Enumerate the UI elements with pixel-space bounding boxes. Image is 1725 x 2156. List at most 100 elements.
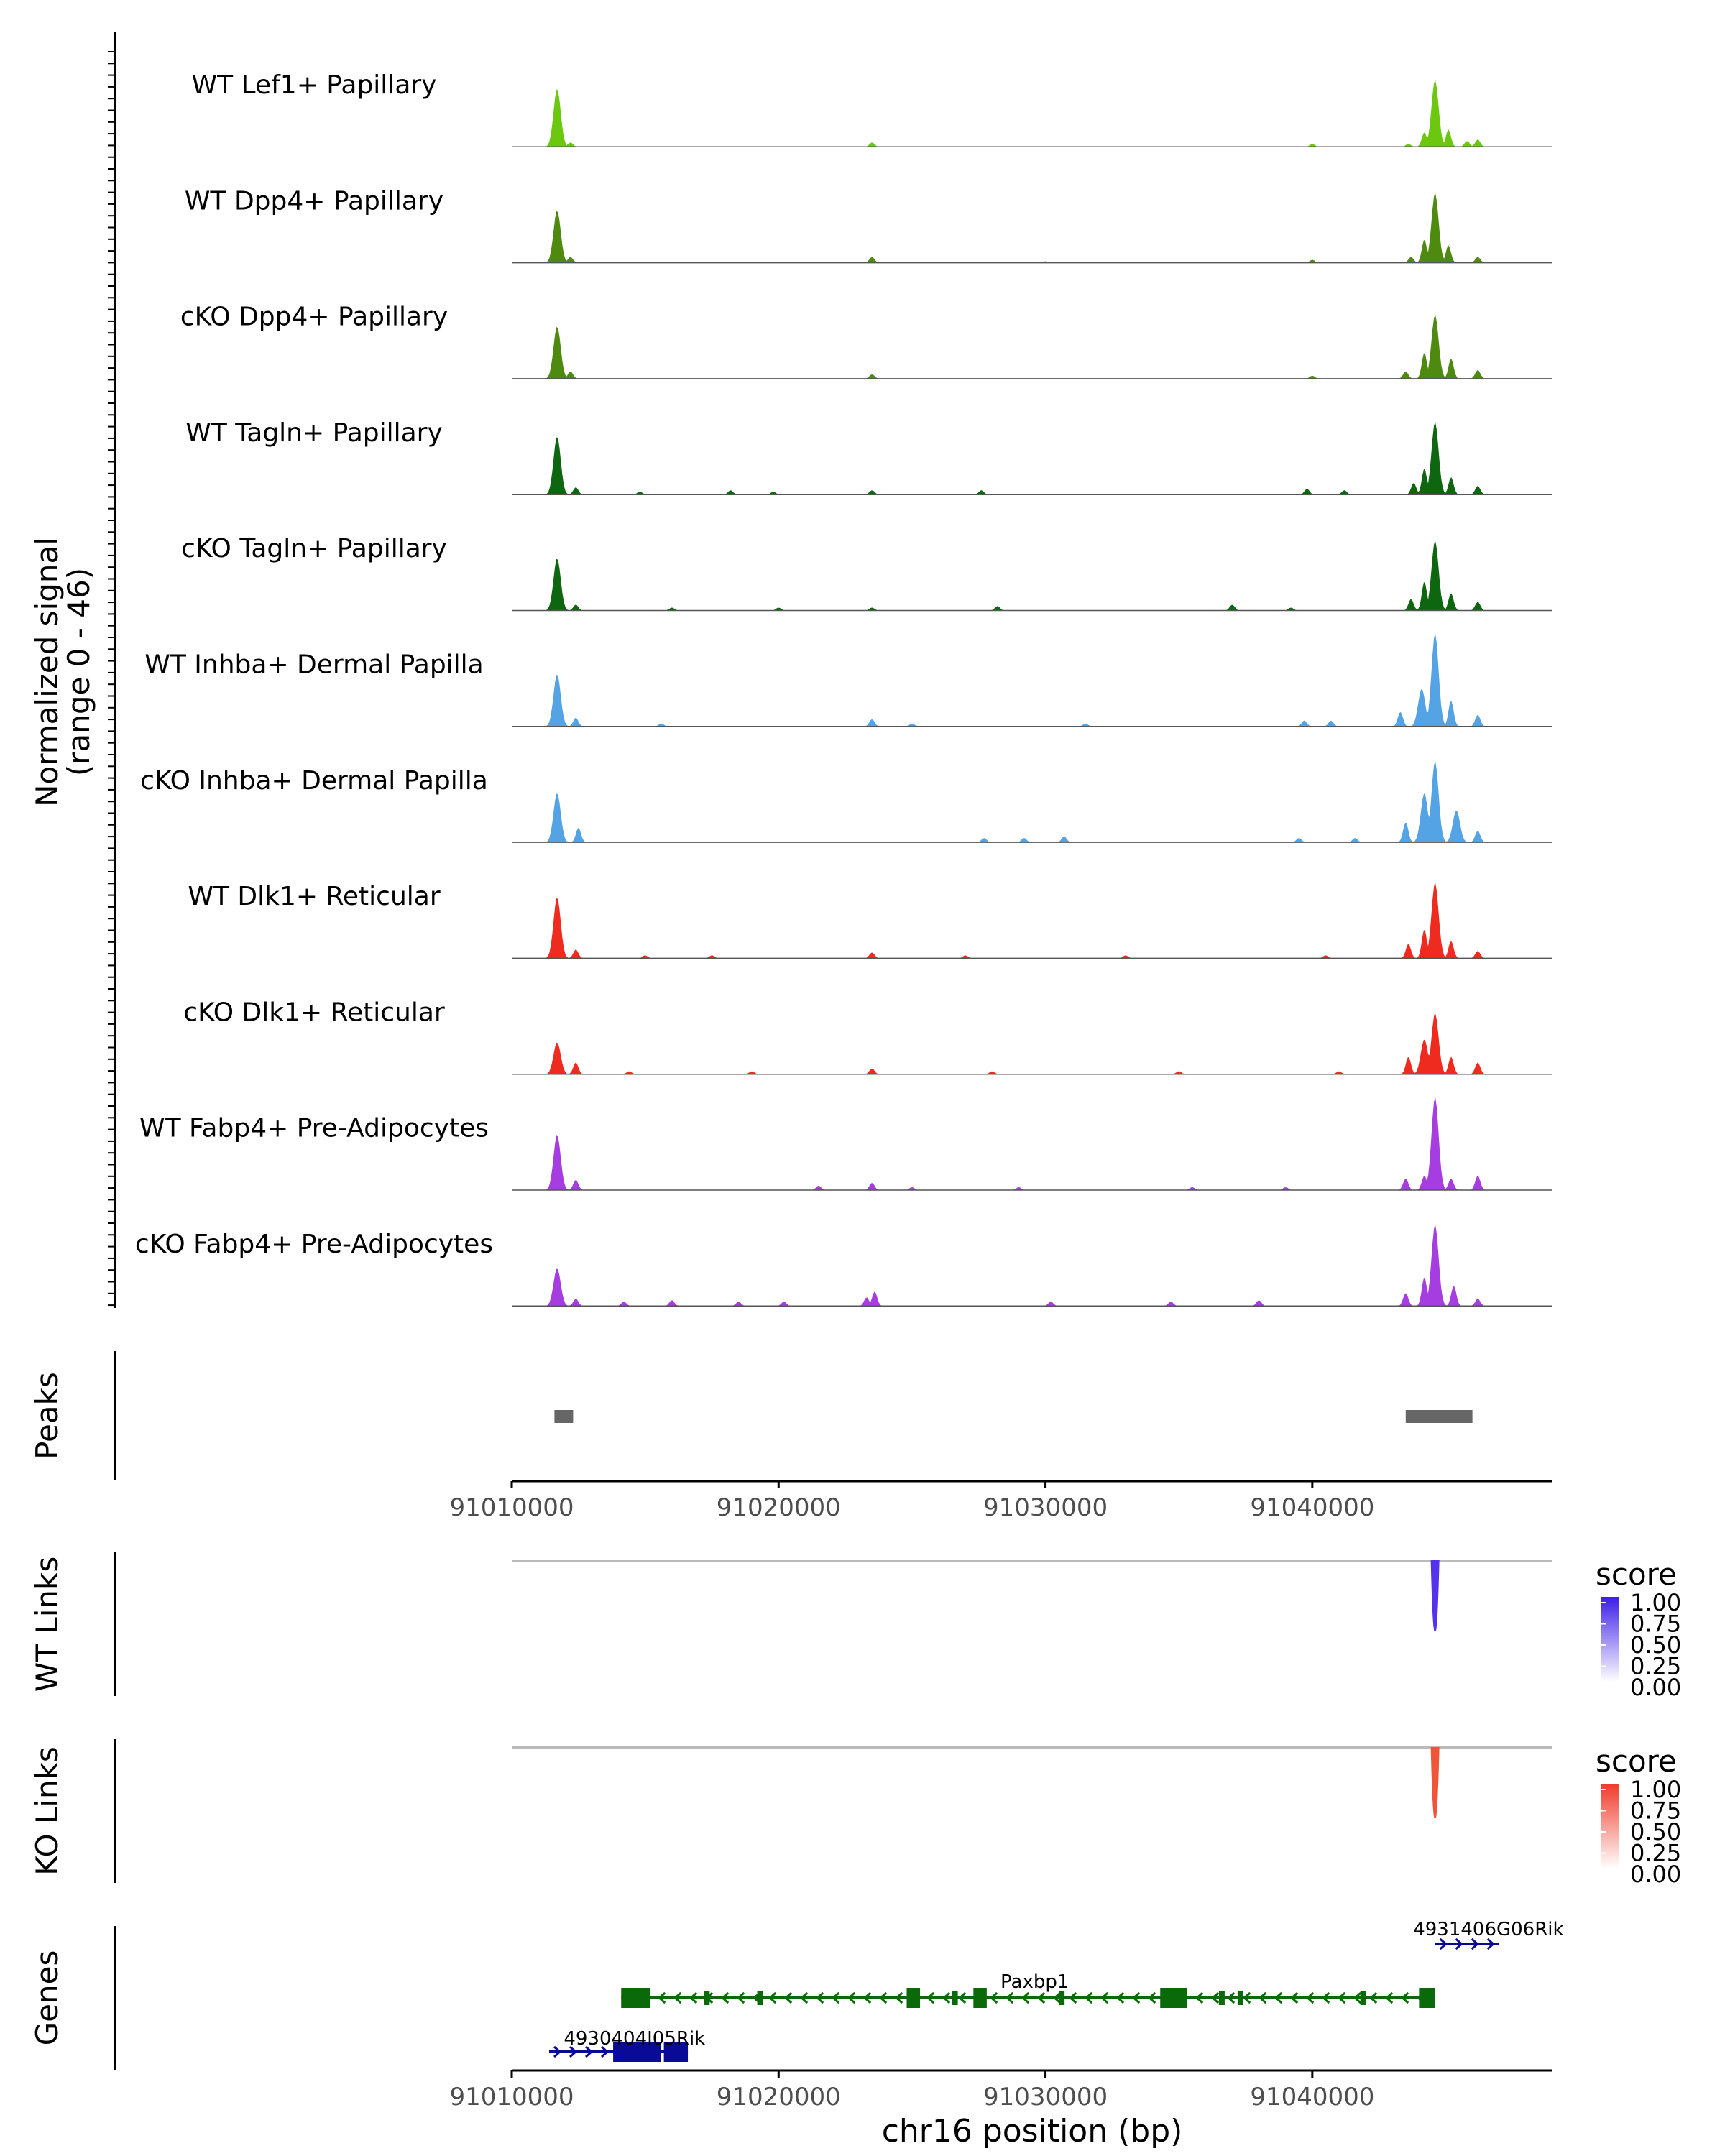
strand-chevron	[768, 1991, 777, 2004]
genes-y-label: Genes	[29, 1950, 65, 2046]
strand-chevron	[569, 2045, 578, 2058]
gene: 4931406G06Rik	[1413, 1919, 1564, 1950]
coverage-area	[512, 883, 1552, 959]
gene-exon	[973, 1988, 987, 2008]
strand-chevron	[1052, 1991, 1062, 2004]
link-arc	[1430, 1560, 1440, 1631]
peak-intervals	[554, 1410, 1473, 1423]
strand-chevron	[942, 1991, 951, 2004]
gene: 4930404I05Rik	[548, 2028, 705, 2062]
track-label: WT Dpp4+ Papillary	[185, 186, 443, 216]
coverage-panel: Normalized signal (range 0 - 46) WT Lef1…	[29, 32, 1552, 1308]
strand-chevron	[1195, 1991, 1204, 2004]
strand-chevron	[847, 1991, 856, 2004]
link-arc	[1430, 1747, 1440, 1818]
coverage-y-ticks	[108, 51, 115, 1307]
strand-chevron	[1147, 1991, 1156, 2004]
strand-chevron	[1084, 1991, 1093, 2004]
genes-panel: Genes 4931406G06Rik Paxbp1 4930404I05Rik 9…	[29, 1919, 1564, 2150]
strand-chevron	[783, 1991, 793, 2004]
coverage-area	[512, 540, 1552, 611]
strand-chevron	[736, 1991, 745, 2004]
gene: Paxbp1	[621, 1971, 1435, 2008]
gene-exon	[1237, 1991, 1243, 2005]
strand-chevron	[1242, 1991, 1251, 2004]
legend-tick-label: 0.75	[1630, 1797, 1681, 1825]
peak-interval	[1405, 1410, 1473, 1423]
legend-colorbar	[1601, 1597, 1619, 1682]
x-axis-bottom-tick-label: 91030000	[983, 2083, 1108, 2111]
x-axis-top-tick-label: 91010000	[449, 1493, 574, 1522]
links-y-label: WT Links	[29, 1557, 65, 1692]
track-label: cKO Dpp4+ Papillary	[180, 303, 448, 332]
track-label: cKO Dlk1+ Reticular	[183, 998, 445, 1027]
x-axis-top: 91010000 91020000 91030000 91040000	[449, 1481, 1374, 1522]
track-label: WT Lef1+ Papillary	[192, 70, 437, 100]
x-axis-top-tick-label: 91020000	[717, 1493, 841, 1522]
coverage-area	[512, 634, 1552, 727]
links-y-label: KO Links	[29, 1746, 65, 1876]
peaks-y-label: Peaks	[29, 1372, 65, 1460]
strand-chevron	[1258, 1991, 1267, 2004]
strand-chevron	[894, 1991, 903, 2004]
strand-chevron	[862, 1991, 872, 2004]
track-label: WT Dlk1+ Reticular	[188, 882, 440, 911]
coverage-tracks: WT Lef1+ Papillary WT Dpp4+ Papillary cKO …	[135, 70, 1552, 1307]
peaks-panel: Peaks 91010000 91020000 91030000 91040000	[29, 1351, 1552, 1522]
strand-chevron	[1116, 1991, 1125, 2004]
track-label: WT Tagln+ Papillary	[185, 418, 443, 448]
strand-chevron	[1486, 1938, 1495, 1950]
strand-chevron	[878, 1991, 888, 2004]
x-axis-bottom: 91010000 91020000 91030000 91040000	[449, 2070, 1374, 2111]
strand-chevron	[1337, 1991, 1346, 2004]
strand-chevron	[720, 1991, 730, 2004]
strand-chevron	[926, 1991, 935, 2004]
gene-exon	[1059, 1991, 1065, 2005]
coverage-y-label-line2: (range 0 - 46)	[61, 568, 96, 776]
strand-chevron	[600, 2045, 610, 2058]
track-label: WT Fabp4+ Pre-Adipocytes	[139, 1114, 489, 1143]
strand-chevron	[1289, 1991, 1299, 2004]
gene-exon	[1419, 1988, 1435, 2008]
strand-chevron	[1210, 1991, 1220, 2004]
gene-exon	[1360, 1991, 1366, 2005]
track-label: WT Inhba+ Dermal Papilla	[144, 650, 483, 680]
strand-chevron	[689, 1991, 698, 2004]
track-label: cKO Inhba+ Dermal Papilla	[140, 766, 488, 796]
legend-tick-label: 0.25	[1630, 1653, 1681, 1680]
strand-chevron	[1384, 1991, 1394, 2004]
legend-tick-label: 0.50	[1630, 1631, 1681, 1659]
gene-exon	[952, 1991, 958, 2005]
strand-chevron	[1400, 1991, 1409, 2004]
legend-tick-label: 0.75	[1630, 1611, 1681, 1638]
gene-exon	[1218, 1991, 1225, 2005]
x-axis-bottom-tick-label: 91040000	[1250, 2083, 1374, 2111]
coverage-area	[512, 1013, 1552, 1074]
gene-exon	[906, 1988, 921, 2008]
legend-title: score	[1596, 1557, 1677, 1592]
coverage-area	[512, 193, 1552, 263]
x-axis-bottom-tick-label: 91010000	[449, 2083, 574, 2111]
coverage-area	[512, 80, 1552, 147]
gene-exon	[757, 1991, 763, 2005]
strand-chevron	[989, 1991, 998, 2004]
strand-chevron	[1068, 1991, 1077, 2004]
gene-exon	[621, 1988, 651, 2008]
x-axis-top-tick-label: 91030000	[983, 1493, 1108, 1522]
strand-chevron	[1226, 1991, 1236, 2004]
gene-label: 4930404I05Rik	[564, 2028, 705, 2050]
strand-chevron	[1321, 1991, 1330, 2004]
x-axis-title: chr16 position (bp)	[882, 2113, 1183, 2150]
strand-chevron	[1471, 1938, 1479, 1950]
strand-chevron	[1021, 1991, 1030, 2004]
track-label: cKO Tagln+ Papillary	[181, 534, 447, 563]
legend-colorbar	[1601, 1784, 1619, 1869]
strand-chevron	[1005, 1991, 1014, 2004]
gene-exon	[1160, 1988, 1187, 2008]
legend-tick-label: 0.50	[1630, 1818, 1681, 1846]
gene-exon	[613, 2042, 661, 2062]
